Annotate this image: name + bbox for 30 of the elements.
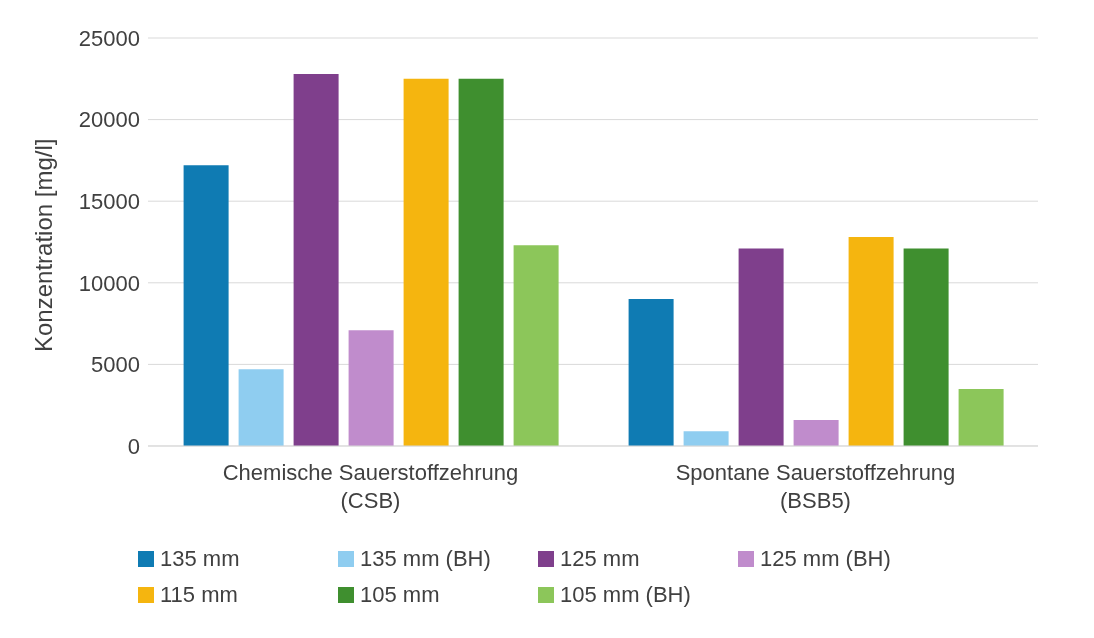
- bar: [238, 369, 284, 446]
- y-tick-label: 25000: [78, 25, 140, 51]
- bar: [958, 388, 1004, 446]
- bar: [403, 78, 449, 446]
- bar: [513, 245, 559, 446]
- bar: [628, 299, 674, 446]
- legend-label: 105 mm (BH): [560, 582, 691, 608]
- y-tick-label: 5000: [91, 352, 140, 378]
- bar: [183, 165, 229, 446]
- y-tick-label: 15000: [78, 189, 140, 215]
- legend-label: 135 mm (BH): [360, 546, 491, 572]
- legend-label: 115 mm: [160, 582, 238, 608]
- bar: [848, 237, 894, 446]
- bar: [458, 78, 504, 446]
- bar: [903, 248, 949, 446]
- legend-label: 135 mm: [160, 546, 240, 572]
- bar: [293, 73, 339, 446]
- legend-label: 105 mm: [360, 582, 440, 608]
- bar: [683, 431, 729, 446]
- y-axis-title: Konzentration [mg/l]: [29, 138, 57, 352]
- x-tick-label: Chemische Sauerstoffzehrung (CSB): [222, 460, 519, 513]
- y-tick-label: 0: [127, 433, 140, 459]
- bar: [348, 330, 394, 446]
- legend-label: 125 mm (BH): [760, 546, 891, 572]
- bar: [738, 248, 784, 446]
- y-tick-label: 20000: [78, 107, 140, 133]
- y-tick-label: 10000: [78, 270, 140, 296]
- legend-label: 125 mm: [560, 546, 640, 572]
- x-tick-label: Spontane Sauerstoffzehrung (BSB5): [675, 460, 956, 513]
- bar: [793, 419, 839, 446]
